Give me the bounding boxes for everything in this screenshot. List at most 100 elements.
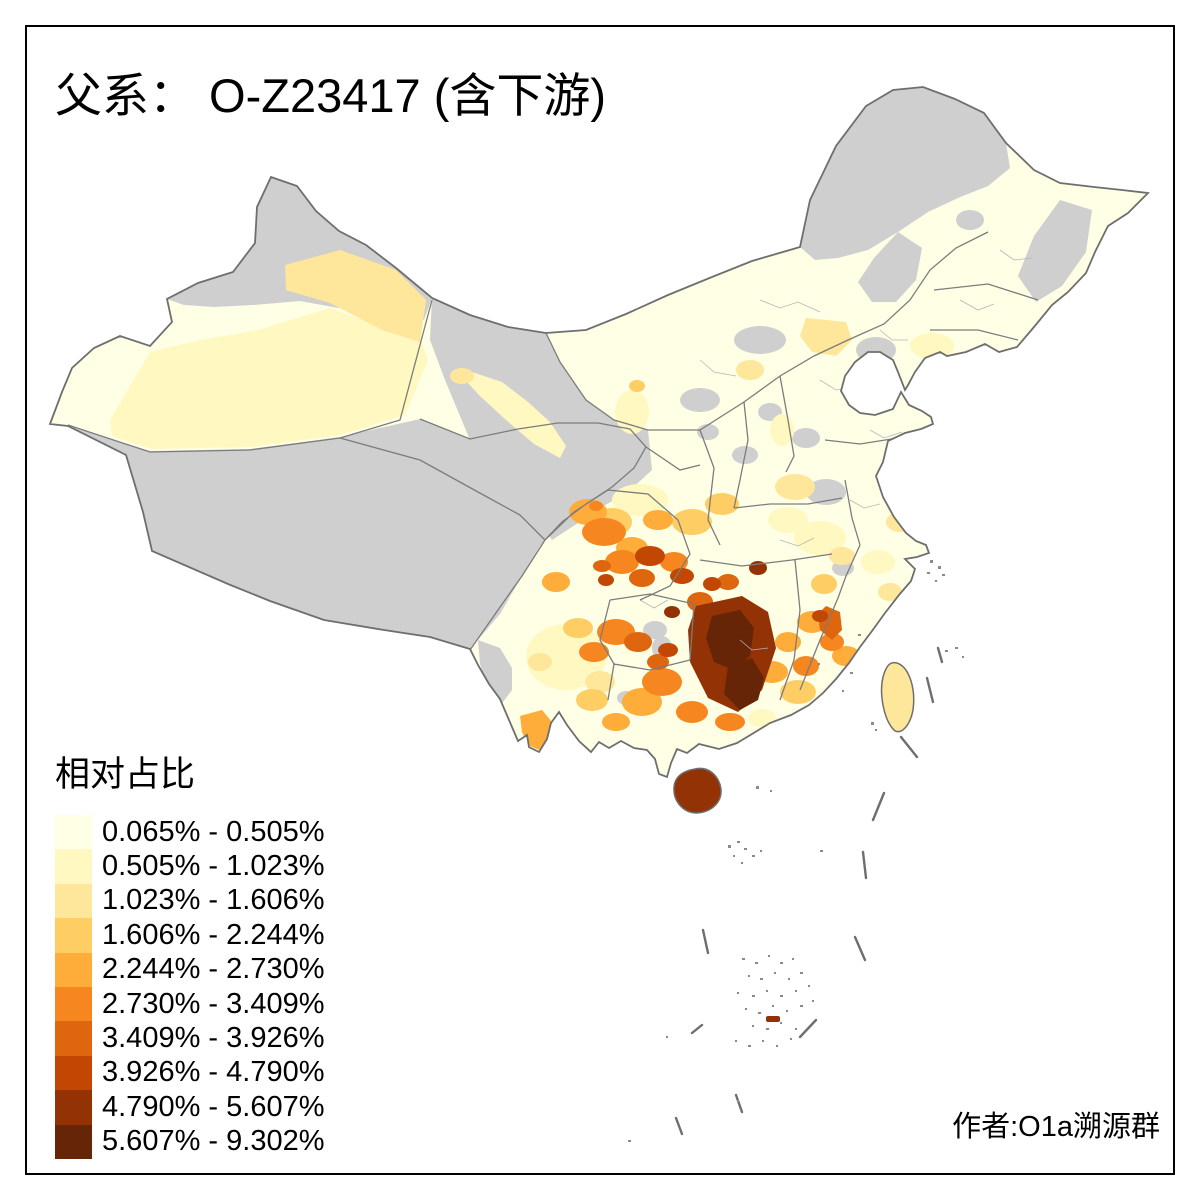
region-patch (579, 642, 609, 662)
choropleth-patches (67, 87, 1092, 750)
region-patch (820, 633, 844, 651)
region-patch (829, 547, 855, 565)
province-borders (67, 231, 1039, 701)
legend-row: 1.606% - 2.244% (55, 918, 325, 953)
legend-swatch (55, 1124, 92, 1159)
region-patch (956, 210, 984, 230)
region-patch (734, 326, 786, 354)
region-patch (1018, 200, 1092, 302)
region-patch (466, 372, 566, 458)
legend-title: 相对占比 (55, 755, 196, 794)
legend-swatch (55, 815, 92, 850)
legend-label: 0.065% - 0.505% (102, 815, 325, 848)
region-patch (635, 546, 665, 566)
region-patch (717, 574, 739, 590)
region-patch (705, 493, 739, 515)
legend-swatch (55, 952, 92, 987)
region-patch (643, 510, 673, 530)
region-patch (466, 584, 506, 616)
attribution: 作者:O1a溯源群 (952, 1111, 1160, 1143)
region-patch (660, 552, 688, 572)
region-patch (812, 610, 828, 622)
region-patch (858, 232, 922, 302)
region-patch (672, 509, 712, 535)
hainan-island (673, 767, 722, 814)
region-patch (542, 572, 570, 592)
legend-row: 2.730% - 3.409% (55, 986, 325, 1022)
legend-swatch (55, 1055, 92, 1091)
region-patch (605, 550, 639, 574)
region-patch (670, 568, 694, 584)
map-title: 父系： O-Z23417 (含下游) (55, 69, 607, 122)
region-patch (768, 507, 808, 533)
region-patch (794, 521, 846, 555)
region-patch (585, 671, 615, 693)
region-patch (878, 583, 902, 601)
region-patch (450, 368, 474, 384)
region-patch (576, 689, 608, 711)
legend-label: 1.023% - 1.606% (102, 884, 325, 917)
legend-swatch (55, 883, 92, 919)
region-patch (664, 606, 680, 618)
region-patch (676, 701, 708, 723)
legend-swatch (55, 918, 92, 953)
legend-label: 3.926% - 4.790% (102, 1056, 325, 1089)
legend-label: 2.730% - 3.409% (102, 987, 325, 1020)
legend-label: 1.606% - 2.244% (102, 918, 325, 951)
region-patch (622, 688, 662, 716)
taiwan-island (880, 661, 915, 733)
region-patch (792, 428, 820, 448)
region-patch (861, 550, 895, 574)
nine-dash-line (674, 646, 944, 1136)
legend-swatch (55, 1090, 92, 1125)
region-patch (800, 87, 1010, 260)
region-patch (706, 610, 754, 670)
region-patch (800, 318, 852, 356)
prefecture-borders (639, 249, 1033, 651)
region-patch (563, 618, 593, 638)
region-patch (642, 668, 682, 696)
region-patch (724, 658, 764, 710)
legend-label: 4.790% - 5.607% (102, 1090, 325, 1123)
region-patch (680, 388, 720, 412)
china-outline (48, 86, 1150, 779)
region-patch (629, 569, 655, 587)
region-patch (526, 624, 606, 690)
region-patch (780, 680, 816, 704)
region-patch (775, 474, 815, 500)
legend-label: 3.409% - 3.926% (102, 1022, 325, 1055)
region-patch (598, 574, 614, 586)
region-patch (910, 333, 954, 359)
region-patch (110, 308, 428, 449)
legend-label: 2.244% - 2.730% (102, 953, 325, 986)
region-patch (528, 653, 552, 671)
region-patch (736, 360, 764, 380)
region-patch (589, 501, 603, 511)
region-patch (748, 709, 776, 727)
legend-row: 2.244% - 2.730% (55, 952, 325, 987)
region-patch (492, 540, 528, 564)
region-patch (602, 713, 630, 731)
region-patch (658, 643, 678, 657)
region-patch (775, 632, 801, 652)
legend-swatch (55, 986, 92, 1022)
region-patch (478, 640, 512, 706)
legend-row: 0.505% - 1.023% (55, 849, 325, 884)
legend-row: 3.409% - 3.926% (55, 1021, 325, 1056)
legend-swatch (55, 1021, 92, 1056)
islet-patch (766, 1016, 780, 1022)
region-patch (629, 380, 645, 392)
legend-row: 3.926% - 4.790% (55, 1055, 325, 1091)
legend-label: 5.607% - 9.302% (102, 1125, 325, 1158)
region-patch (593, 560, 611, 572)
region-patch (811, 574, 837, 594)
legend-label: 0.505% - 1.023% (102, 850, 325, 883)
region-patch (582, 518, 626, 546)
legend-row: 5.607% - 9.302% (55, 1124, 325, 1159)
region-patch (715, 713, 745, 731)
region-patch (643, 621, 667, 639)
legend: 相对占比 0.065% - 0.505% 0.505% - 1.023% 1.0… (55, 746, 324, 1159)
legend-row: 4.790% - 5.607% (55, 1090, 325, 1125)
legend-swatch (55, 849, 92, 884)
